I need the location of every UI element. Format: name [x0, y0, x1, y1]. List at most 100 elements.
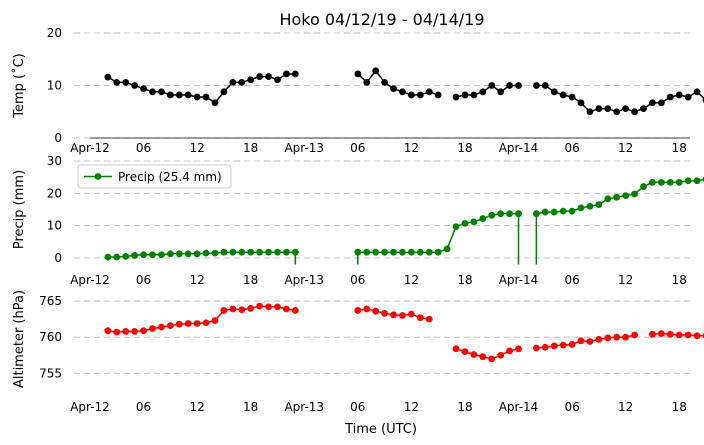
precip-data-point — [434, 248, 442, 256]
precip-data-point — [104, 253, 112, 261]
temp-data-point — [238, 78, 246, 86]
temp-x-tick-label: 06 — [350, 141, 365, 155]
temp-data-point — [274, 76, 281, 84]
precip-data-point — [461, 220, 469, 227]
alt-x-tick-label: 12 — [618, 400, 633, 414]
precip-data-point — [381, 248, 389, 256]
temp-data-point — [220, 88, 228, 96]
temp-data-point — [586, 108, 594, 116]
precip-data-point — [211, 249, 219, 257]
temp-data-point — [416, 91, 424, 99]
precip-data-point — [149, 251, 156, 259]
alt-data-point — [256, 302, 264, 310]
alt-x-tick-label: 18 — [457, 400, 472, 414]
alt-data-point — [407, 310, 415, 318]
temp-data-point — [175, 91, 183, 99]
temp-data-point — [532, 82, 540, 89]
alt-data-point — [291, 307, 299, 314]
temp-data-point — [149, 88, 156, 96]
alt-y-tick-label: 765 — [39, 294, 62, 308]
temperature-panel: 0 10 20 Apr-12 06 12 18 Apr-13 06 12 18 Apr-14 06 12 1… — [11, 26, 704, 155]
precip-data-point — [122, 252, 130, 260]
precip-legend: Precip (25.4 mm) — [77, 164, 232, 189]
precip-data-point — [363, 248, 371, 256]
temp-x-tick-label: 06 — [564, 141, 579, 155]
alt-series-line — [107, 305, 296, 333]
alt-data-point — [265, 303, 272, 311]
precip-data-point — [452, 223, 460, 231]
alt-data-point — [506, 347, 513, 355]
temp-data-point — [193, 93, 201, 101]
precip-data-point — [684, 177, 692, 185]
alt-data-point — [541, 343, 549, 351]
alt-data-point — [229, 305, 237, 313]
precip-data-point — [470, 218, 478, 226]
temp-x-tick-label: 12 — [189, 141, 204, 155]
precip-x-tick-label: 12 — [404, 273, 419, 287]
temp-x-tick-label: 12 — [404, 141, 419, 155]
temp-y-tick-label: 20 — [47, 26, 62, 40]
temp-data-point — [140, 85, 147, 93]
temp-data-point — [559, 91, 567, 99]
alt-data-point — [425, 315, 433, 323]
precip-data-point — [425, 248, 433, 256]
temp-y-tick-label: 0 — [54, 131, 62, 145]
temp-x-tick-label: 06 — [136, 141, 151, 155]
temp-data-point — [640, 105, 647, 112]
precip-data-point — [506, 210, 513, 218]
alt-x-tick-label: 06 — [136, 400, 151, 414]
alt-x-tick-label: Apr-13 — [284, 400, 324, 414]
alt-data-point — [613, 333, 621, 341]
precip-x-tick-label: Apr-12 — [70, 273, 110, 287]
alt-data-point — [211, 317, 219, 324]
precip-data-point — [184, 250, 192, 258]
alt-data-point — [166, 322, 174, 330]
alt-data-point — [657, 330, 665, 337]
alt-x-tick-label: 06 — [350, 400, 365, 414]
temp-data-point — [631, 108, 638, 116]
precip-data-point — [202, 249, 210, 257]
temp-x-tick-label: 12 — [618, 141, 633, 155]
temp-data-point — [541, 82, 549, 89]
precip-y-axis-label: Precip (mm) — [12, 170, 27, 249]
legend-box — [77, 164, 232, 189]
precip-data-point — [291, 248, 299, 256]
alt-x-tick-label: Apr-14 — [499, 400, 539, 414]
temp-data-point — [113, 78, 121, 86]
precip-x-tick-label: 18 — [457, 273, 472, 287]
precip-x-tick-label: 06 — [564, 273, 579, 287]
alt-data-point — [666, 330, 674, 338]
alt-data-point — [193, 320, 201, 327]
precip-data-point — [390, 248, 397, 256]
precip-data-point — [265, 248, 272, 256]
alt-y-axis-label: Altimeter (hPa) — [12, 290, 27, 388]
alt-y-tick-label: 760 — [39, 330, 62, 344]
temp-data-point — [363, 78, 371, 86]
precip-data-point — [372, 248, 380, 256]
precip-data-point — [443, 245, 451, 253]
precip-data-point — [399, 248, 406, 256]
alt-data-point — [104, 327, 112, 335]
alt-data-point — [390, 311, 397, 319]
alt-data-point — [595, 335, 603, 343]
precip-data-point — [131, 252, 139, 259]
temp-data-point — [354, 70, 362, 78]
temp-data-point — [158, 88, 165, 96]
precip-data-point — [532, 210, 540, 218]
precipitation-panel: 0 10 20 30 Apr-12 06 12 18 Apr-13 06 12 18 Apr-14 06 1… — [12, 154, 704, 287]
alt-data-point — [372, 307, 380, 315]
precip-y-tick-label: 10 — [47, 219, 62, 233]
temp-data-point — [470, 91, 478, 99]
precip-data-point — [166, 250, 174, 258]
precip-data-point — [657, 178, 665, 186]
temp-data-point — [131, 82, 139, 89]
alt-data-point — [631, 331, 638, 339]
alt-data-point — [149, 325, 156, 332]
temp-data-point — [399, 88, 406, 96]
precip-data-point — [479, 215, 487, 222]
alt-data-point — [122, 328, 130, 335]
precip-x-tick-label: 18 — [243, 273, 258, 287]
temp-data-point — [166, 91, 174, 99]
alt-data-point — [693, 332, 701, 340]
